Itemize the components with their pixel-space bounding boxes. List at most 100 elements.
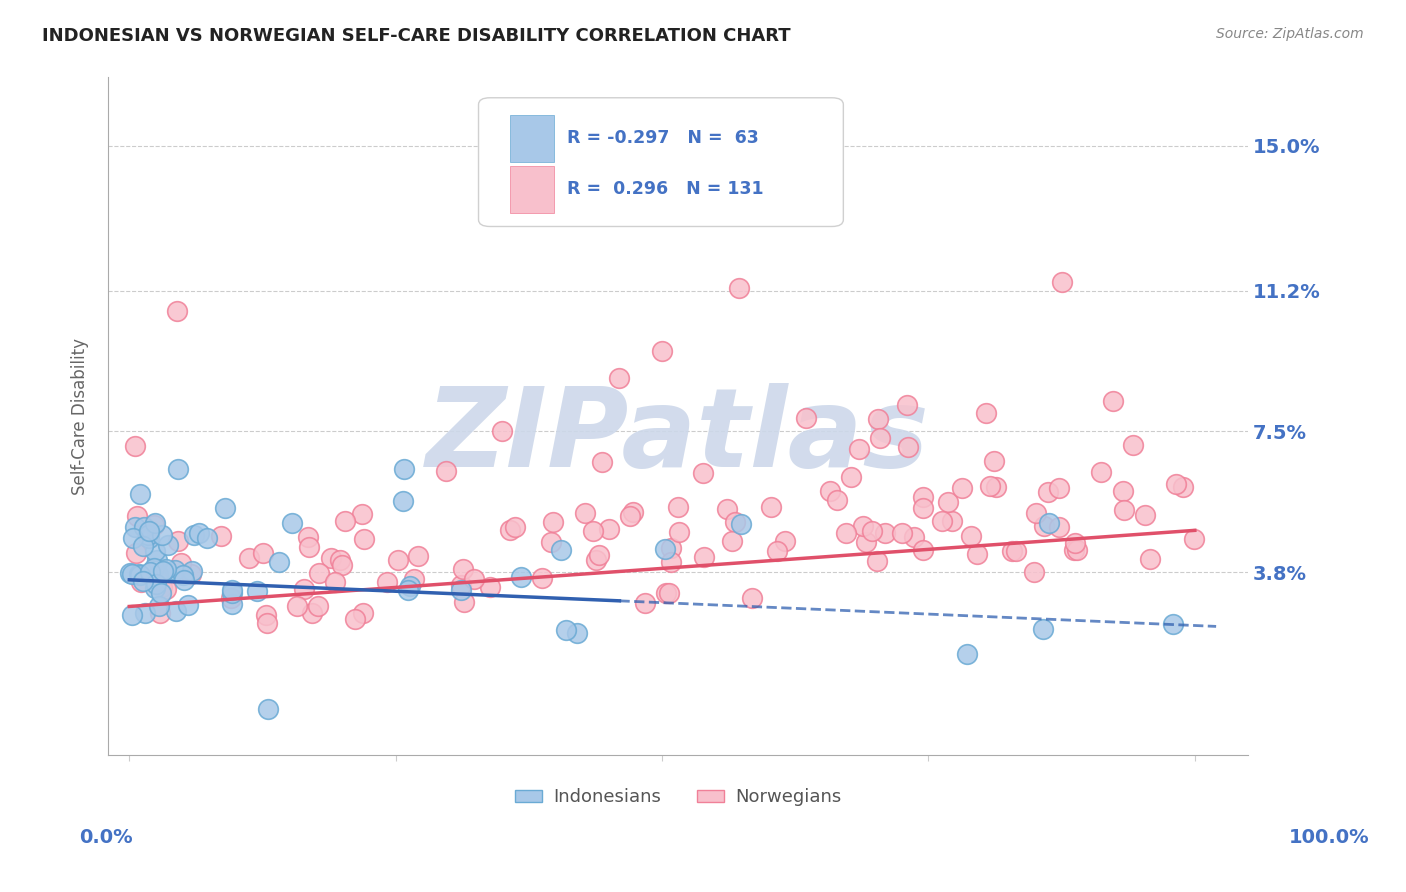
Point: [1047, 519, 1070, 533]
Point: [585, 552, 607, 566]
Point: [554, 624, 576, 638]
Point: [155, 582, 177, 597]
Point: [129, 567, 152, 582]
Point: [979, 478, 1001, 492]
Point: [619, 509, 641, 524]
Text: 0.0%: 0.0%: [79, 828, 132, 847]
Point: [1033, 519, 1056, 533]
Point: [1112, 502, 1135, 516]
Point: [451, 562, 474, 576]
Point: [398, 579, 420, 593]
Point: [450, 578, 472, 592]
Point: [209, 529, 232, 543]
Point: [308, 599, 330, 614]
Point: [1025, 506, 1047, 520]
Point: [148, 599, 170, 613]
Point: [121, 532, 143, 546]
Point: [166, 462, 188, 476]
Point: [974, 406, 997, 420]
Point: [221, 585, 243, 599]
Point: [1050, 275, 1073, 289]
Point: [353, 533, 375, 547]
Point: [136, 527, 159, 541]
Point: [142, 517, 165, 532]
Point: [149, 586, 172, 600]
Point: [139, 566, 162, 580]
Point: [252, 546, 274, 560]
Point: [134, 606, 156, 620]
Point: [1102, 394, 1125, 409]
Point: [903, 530, 925, 544]
Point: [1047, 481, 1070, 495]
Point: [1182, 533, 1205, 547]
Point: [692, 467, 714, 481]
Point: [166, 304, 188, 318]
Point: [453, 595, 475, 609]
Point: [325, 574, 347, 589]
Point: [149, 574, 172, 589]
Point: [1171, 480, 1194, 494]
Point: [125, 546, 148, 560]
Point: [124, 520, 146, 534]
Point: [319, 551, 342, 566]
Point: [869, 431, 891, 445]
Point: [1112, 483, 1135, 498]
Text: Source: ZipAtlas.com: Source: ZipAtlas.com: [1216, 27, 1364, 41]
Point: [773, 534, 796, 549]
Point: [450, 582, 472, 597]
Point: [128, 487, 150, 501]
Point: [567, 626, 589, 640]
Point: [332, 558, 354, 572]
Point: [463, 572, 485, 586]
Point: [146, 568, 169, 582]
Point: [173, 573, 195, 587]
Point: [221, 597, 243, 611]
Point: [1163, 617, 1185, 632]
Point: [794, 410, 817, 425]
Point: [221, 591, 243, 605]
Point: [145, 581, 167, 595]
Point: [911, 543, 934, 558]
Point: [124, 439, 146, 453]
Point: [866, 553, 889, 567]
Point: [180, 566, 202, 581]
Point: [950, 481, 973, 495]
Point: [165, 604, 187, 618]
Point: [163, 563, 186, 577]
Point: [392, 462, 415, 476]
Point: [692, 549, 714, 564]
Point: [1090, 465, 1112, 479]
Point: [873, 525, 896, 540]
Point: [391, 494, 413, 508]
Point: [654, 541, 676, 556]
Point: [588, 548, 610, 562]
Point: [1038, 516, 1060, 531]
Point: [848, 442, 870, 456]
Point: [297, 530, 319, 544]
Point: [621, 505, 644, 519]
Point: [668, 524, 690, 539]
Point: [352, 507, 374, 521]
Point: [308, 566, 330, 580]
Text: R =  0.296   N = 131: R = 0.296 N = 131: [568, 180, 763, 198]
Text: INDONESIAN VS NORWEGIAN SELF-CARE DISABILITY CORRELATION CHART: INDONESIAN VS NORWEGIAN SELF-CARE DISABI…: [42, 27, 790, 45]
Point: [256, 702, 278, 716]
Point: [530, 571, 553, 585]
Point: [727, 281, 749, 295]
Point: [1066, 543, 1088, 558]
Point: [149, 606, 172, 620]
Point: [132, 539, 155, 553]
Point: [167, 534, 190, 549]
Point: [852, 519, 875, 533]
Point: [825, 493, 848, 508]
Point: [187, 526, 209, 541]
Point: [956, 647, 979, 661]
Point: [146, 553, 169, 567]
Point: [658, 586, 681, 600]
Point: [505, 519, 527, 533]
Point: [543, 516, 565, 530]
Point: [287, 599, 309, 613]
Point: [609, 371, 631, 385]
Point: [157, 538, 180, 552]
Point: [333, 515, 356, 529]
